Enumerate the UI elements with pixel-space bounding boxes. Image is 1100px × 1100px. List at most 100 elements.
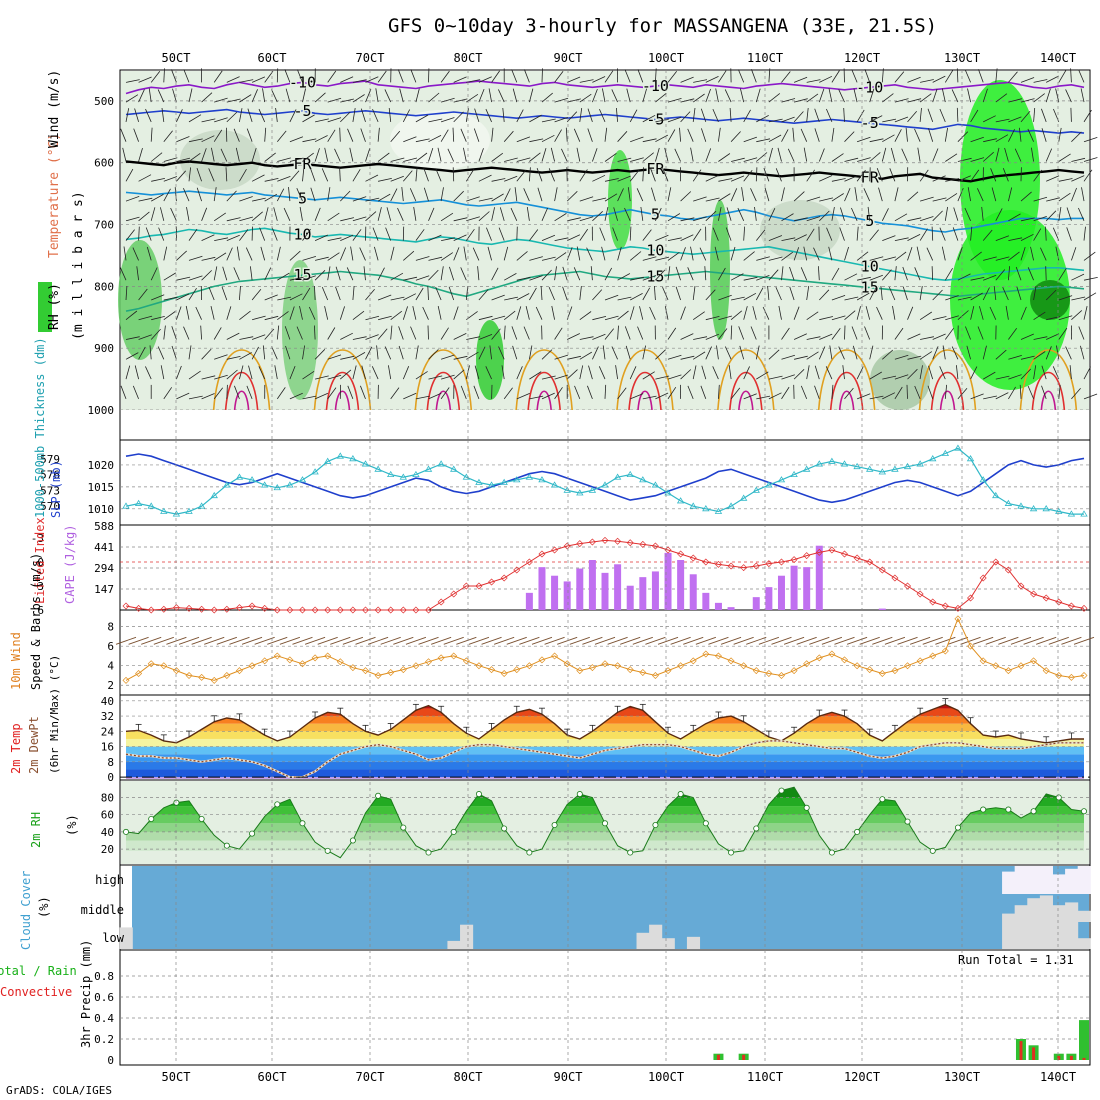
- wind-barb-48-886: [730, 325, 733, 340]
- run-total-label: Run Total = 1.31: [958, 953, 1074, 967]
- wind-barb-48-950: [728, 365, 732, 380]
- li-point-69: [992, 558, 1000, 566]
- wind-speed-point-30: [500, 670, 508, 678]
- wind-barb-58-566: [856, 136, 871, 143]
- wind-barb-68-726: [982, 229, 993, 241]
- wind-barb-56-886: [831, 328, 841, 340]
- wind-barb10m-62: [897, 636, 918, 645]
- wind-barb-1-566: [133, 128, 139, 142]
- wind-barb-45-694: [693, 216, 707, 222]
- rh-blob-2: [476, 320, 504, 400]
- wind-barb-29-566: [491, 127, 494, 142]
- li-tick-6: 6: [37, 604, 44, 617]
- thickness-point-19: [361, 460, 370, 467]
- wind-barb-43-726: [667, 237, 682, 241]
- wind-barb-5-470: [183, 69, 190, 83]
- wind-barb-35-598: [561, 148, 568, 162]
- wind-barb-16-790: [327, 266, 331, 281]
- wind-barb-39-918: [611, 346, 618, 360]
- wind-barb-60-790: [881, 269, 892, 281]
- wind-barb-10-918: [251, 346, 259, 360]
- wind-barb-41-918: [642, 345, 646, 360]
- wind-barb-48-726: [725, 227, 732, 241]
- wind-barb-66-822: [957, 296, 972, 301]
- wind-barb-42-918: [655, 349, 666, 360]
- wind-barb-8-854: [226, 306, 232, 320]
- wind-barb-58-598: [856, 157, 871, 162]
- thickness-point-53: [790, 470, 798, 477]
- wind-barb-40-726: [629, 226, 632, 241]
- wind-barb-20-662: [377, 193, 391, 202]
- rh-point-8: [223, 842, 230, 849]
- wind-barb-65-982: [944, 384, 947, 399]
- wind-barb-56-822: [831, 295, 846, 301]
- rh-blob-6: [950, 210, 1070, 390]
- wind-barb-73-566: [1041, 128, 1047, 142]
- wind-barb-74-790: [1058, 268, 1067, 281]
- isotherm-20-loop-5: [717, 349, 775, 411]
- wind-barb-57-918: [838, 346, 845, 360]
- wind-barb-38-502: [602, 88, 606, 103]
- wind-barb-42-726: [655, 234, 669, 241]
- isotherm-label-15-0: 15: [293, 266, 311, 284]
- axis-titles: RH (%) Temperature (°C) Wind (m/s) (m i …: [0, 70, 93, 1048]
- wind-barb-16-950: [327, 374, 342, 380]
- wind-barb-13-758: [289, 250, 301, 261]
- temp-band-6: [126, 731, 1084, 739]
- wind-barb-19-598: [365, 148, 371, 162]
- wind-barb-11-470: [264, 70, 274, 83]
- wind-barb-33-918: [541, 349, 553, 360]
- wind-barb-30-502: [498, 89, 505, 103]
- wind-barb-51-662: [764, 187, 770, 202]
- wind-barb-21-598: [390, 157, 405, 162]
- x-tick-top-50CT: 50CT: [162, 51, 191, 65]
- cape-tick-588: 588: [94, 520, 114, 533]
- wind-barb-45-502: [692, 93, 705, 103]
- wind-barb-11-854: [264, 315, 279, 321]
- li-tick-3: 3: [37, 580, 44, 593]
- wind-barb-59-534: [869, 115, 883, 123]
- wind-speed-point-71: [1017, 662, 1025, 670]
- li-point-75: [1067, 602, 1075, 610]
- thickness-point-23: [412, 470, 420, 477]
- wind-barb-47-950: [712, 366, 719, 380]
- wind-barb-0-534: [125, 108, 130, 122]
- wind-barb-75-598: [1071, 157, 1086, 162]
- wind-barb-62-566: [905, 127, 908, 142]
- wind-barb-32-886: [523, 326, 530, 340]
- wind-barb10m-8: [216, 636, 237, 645]
- wind-barb-31-662: [514, 187, 518, 202]
- isotherm-label-5-2: 5: [865, 212, 874, 230]
- li-point-26: [450, 590, 458, 598]
- wind-barb-27-790: [460, 267, 467, 281]
- wind-barb-5-758: [188, 255, 203, 261]
- wind-barb-64-982: [927, 385, 934, 400]
- isotherm-label-10-2: 10: [861, 258, 879, 276]
- wind-barb-12-950: [274, 365, 278, 380]
- wind-barb10m-66: [947, 636, 969, 645]
- wind-barb-70-470: [1008, 71, 1018, 83]
- wind-barb-15-790: [314, 270, 326, 281]
- wind-barb-36-694: [579, 216, 594, 222]
- wind-barb-76-598: [1083, 157, 1098, 162]
- wind-barb-47-566: [718, 127, 721, 142]
- li-point-72: [1030, 590, 1038, 598]
- wind-barb-36-918: [579, 351, 593, 360]
- wind-speed-point-76: [1080, 671, 1088, 679]
- wind-tick-4: 4: [107, 660, 114, 673]
- rh-point-12: [274, 801, 281, 808]
- wind-barb-35-502: [567, 98, 581, 103]
- wind-barb-25-982: [440, 387, 450, 400]
- wind-barb-4-822: [176, 293, 190, 301]
- wind-barb-4-534: [176, 109, 183, 123]
- wind-barb-60-918: [882, 349, 894, 360]
- wind-barb-26-758: [453, 247, 460, 261]
- wind-barb-57-534: [843, 107, 845, 122]
- rh-point-32: [526, 849, 533, 856]
- wind-barb10m-23: [405, 636, 427, 645]
- wind-barb-26-822: [448, 286, 455, 301]
- wind-barb-52-630: [775, 168, 782, 182]
- wind-barb-38-534: [599, 108, 606, 123]
- wind-barb-65-694: [944, 206, 948, 221]
- wind-barb-76-534: [1083, 109, 1092, 123]
